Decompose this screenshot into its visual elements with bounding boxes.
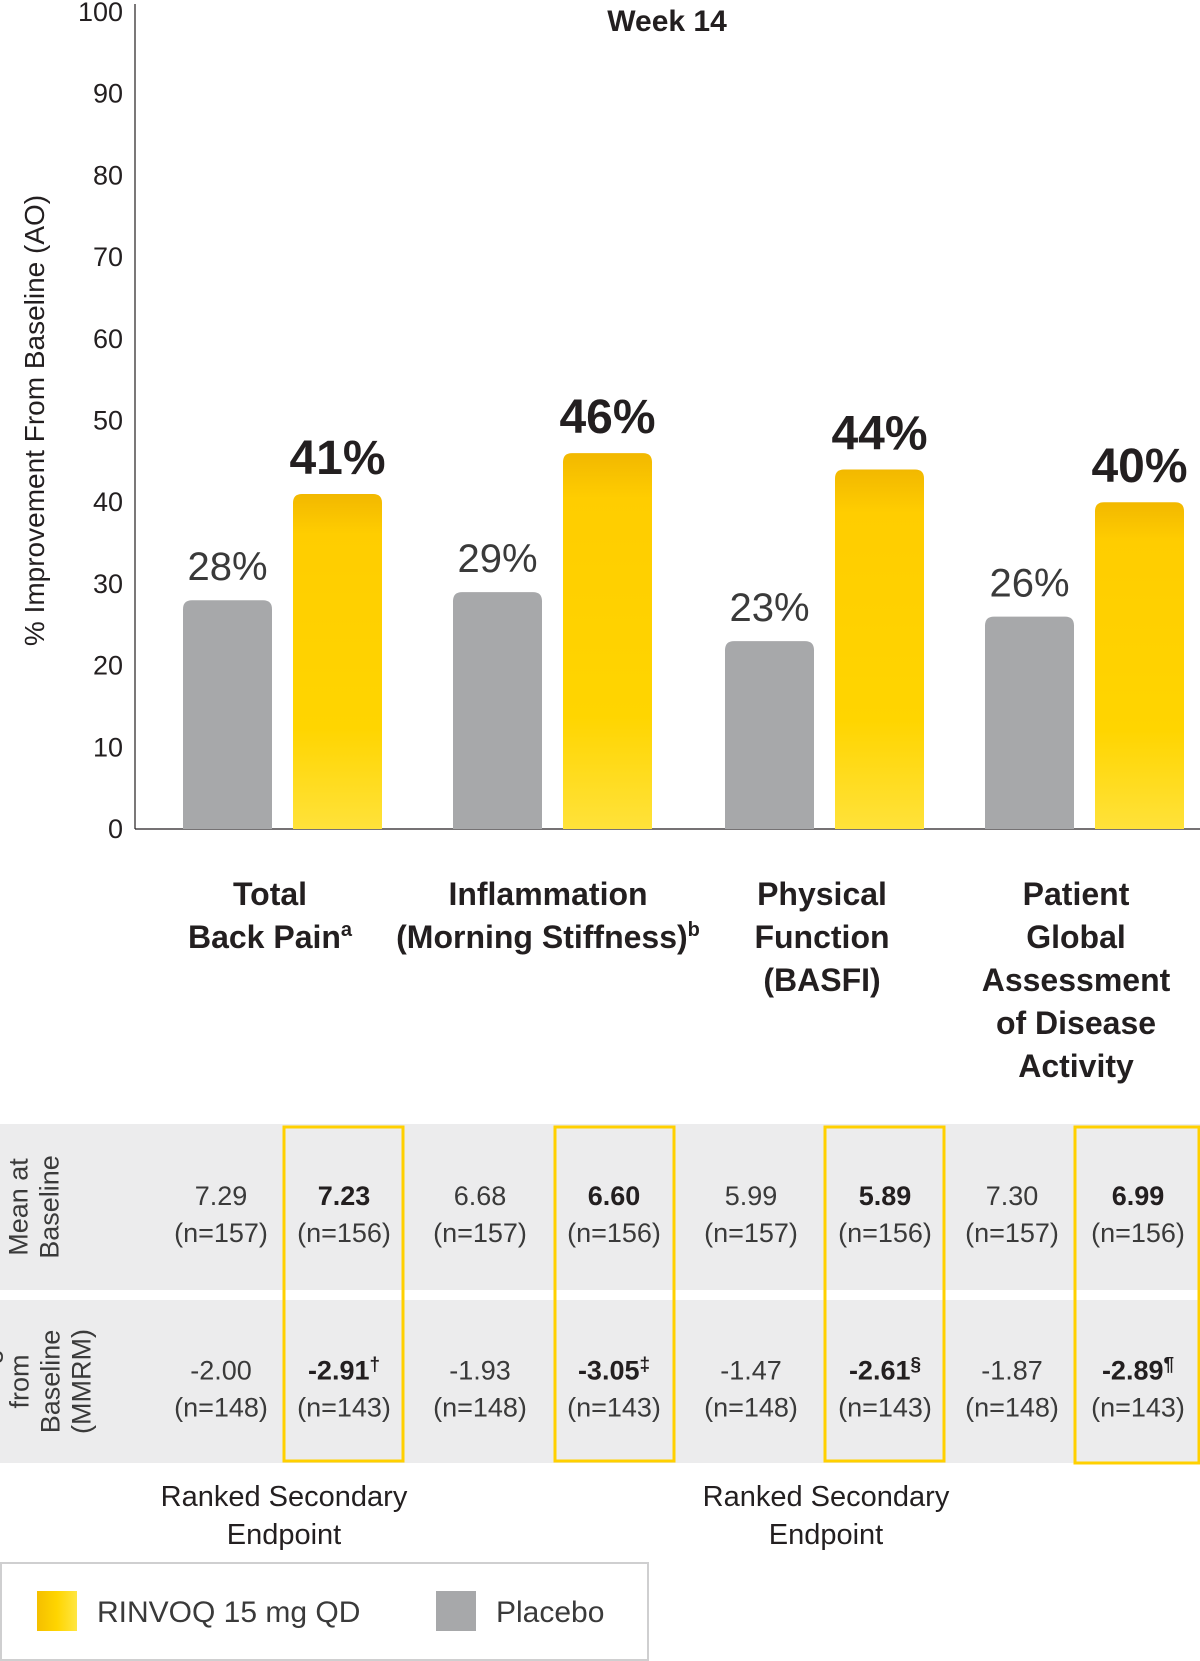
table-cell-n: (n=157): [965, 1218, 1059, 1248]
legend: RINVOQ 15 mg QD Placebo: [0, 1562, 649, 1661]
table-background: [0, 1124, 1200, 1463]
y-tick-label: 60: [93, 324, 123, 354]
y-tick-label: 10: [93, 732, 123, 762]
data-label-placebo: 28%: [187, 545, 267, 589]
table-cell-value: -2.91†: [308, 1355, 380, 1386]
ranked-secondary-endpoint-note: Endpoint: [227, 1519, 342, 1551]
ranked-secondary-endpoint-note: Endpoint: [769, 1519, 884, 1551]
row-header: ChangefromBaseline(MMRM): [0, 1329, 97, 1434]
data-label-rinvoq: 41%: [289, 432, 385, 485]
table-cell-n: (n=156): [838, 1218, 932, 1248]
table-cell-value: 7.30: [986, 1181, 1039, 1211]
table-cell-n: (n=148): [704, 1393, 798, 1423]
rinvoq-highlight-box: [553, 1125, 676, 1463]
table-cell-n: (n=156): [567, 1218, 661, 1248]
data-label-placebo: 23%: [729, 586, 809, 630]
category-label: Physical: [757, 876, 887, 912]
table-cell-value: 6.60: [588, 1181, 641, 1211]
y-tick-label: 50: [93, 406, 123, 436]
table-row-background: [0, 1300, 1200, 1463]
table-cell-value: 5.99: [725, 1181, 778, 1211]
data-table: Mean atBaseline 7.29 (n=157) 7.23 (n=156) 6.6…: [0, 1155, 1185, 1434]
category-label: Back Paina: [188, 919, 353, 955]
bar-placebo: [183, 600, 272, 829]
table-cell-n: (n=156): [1091, 1218, 1185, 1248]
legend-swatch-placebo: [436, 1591, 476, 1631]
table-cell-value: 7.29: [195, 1181, 248, 1211]
table-cell-n: (n=143): [1091, 1393, 1185, 1423]
bar-placebo: [725, 641, 814, 829]
bar-placebo: [985, 616, 1074, 829]
table-cell-n: (n=148): [433, 1393, 527, 1423]
table-cell-value: 7.23: [318, 1181, 371, 1211]
y-tick-label: 90: [93, 79, 123, 109]
bar-rinvoq: [835, 469, 924, 829]
legend-label-placebo: Placebo: [496, 1596, 604, 1629]
table-cell-value: 6.99: [1112, 1181, 1165, 1211]
y-axis-label: % Improvement From Baseline (AO): [19, 195, 50, 646]
bar-rinvoq: [293, 494, 382, 829]
table-cell-n: (n=143): [838, 1393, 932, 1423]
table-cell-n: (n=157): [433, 1218, 527, 1248]
y-tick-label: 70: [93, 242, 123, 272]
category-label: Total: [233, 876, 307, 912]
category-label: Function: [754, 919, 889, 955]
bar-rinvoq: [563, 453, 652, 829]
category-label: of Disease: [996, 1005, 1156, 1041]
table-cell-n: (n=143): [567, 1393, 661, 1423]
row-header: Mean atBaseline: [4, 1155, 65, 1259]
data-label-placebo: 29%: [457, 537, 537, 581]
table-cell-n: (n=148): [174, 1393, 268, 1423]
table-cell-value: -3.05‡: [578, 1355, 650, 1386]
chart-text: Week 14 28% 41% 29% 46% 23% 44% 26% 40% Total Back…: [161, 5, 1188, 1551]
category-label: Global: [1026, 919, 1126, 955]
y-tick-label: 0: [108, 814, 123, 844]
table-cell-value: -2.61§: [849, 1355, 921, 1386]
table-cell-value: 6.68: [454, 1181, 507, 1211]
data-label-rinvoq: 44%: [831, 408, 927, 461]
y-tick-label: 100: [78, 0, 123, 27]
rinvoq-highlight-box: [282, 1125, 405, 1463]
legend-swatch-rinvoq: [37, 1591, 77, 1631]
table-cell-n: (n=157): [704, 1218, 798, 1248]
data-label-placebo: 26%: [989, 562, 1069, 606]
legend-box: [0, 1562, 649, 1661]
category-label: (Morning Stiffness)b: [396, 919, 700, 955]
table-cell-n: (n=148): [965, 1393, 1059, 1423]
rinvoq-highlight-box: [823, 1125, 946, 1463]
chart-title: Week 14: [607, 5, 727, 38]
ranked-secondary-endpoint-note: Ranked Secondary: [161, 1481, 408, 1513]
table-cell-n: (n=143): [297, 1393, 391, 1423]
table-cell-value: -2.00: [190, 1356, 252, 1386]
category-label: Patient: [1023, 876, 1130, 912]
bars: [183, 453, 1184, 829]
axes: 0 10 20 30 40 50 60 70 80 90 100 % Improvement From…: [19, 0, 1200, 844]
table-cell-value: -1.93: [449, 1356, 511, 1386]
y-tick-label: 30: [93, 569, 123, 599]
table-cell-value: -1.47: [720, 1356, 782, 1386]
bar-rinvoq: [1095, 502, 1184, 829]
table-row-background: [0, 1124, 1200, 1290]
table-cell-n: (n=156): [297, 1218, 391, 1248]
y-tick-label: 80: [93, 160, 123, 190]
highlight-boxes: [282, 1125, 1200, 1465]
legend-label-rinvoq: RINVOQ 15 mg QD: [97, 1596, 360, 1629]
table-cell-n: (n=157): [174, 1218, 268, 1248]
rinvoq-highlight-box: [1073, 1125, 1200, 1465]
table-cell-value: 5.89: [859, 1181, 912, 1211]
y-tick-label: 20: [93, 651, 123, 681]
category-label: (BASFI): [763, 962, 880, 998]
data-label-rinvoq: 40%: [1091, 440, 1187, 493]
category-label: Inflammation: [448, 876, 647, 912]
y-tick-label: 40: [93, 487, 123, 517]
bar-placebo: [453, 592, 542, 829]
ranked-secondary-endpoint-note: Ranked Secondary: [703, 1481, 950, 1513]
table-cell-value: -2.89¶: [1102, 1355, 1174, 1386]
category-label: Activity: [1018, 1048, 1134, 1084]
table-cell-value: -1.87: [981, 1356, 1043, 1386]
data-label-rinvoq: 46%: [559, 391, 655, 444]
category-label: Assessment: [982, 962, 1171, 998]
